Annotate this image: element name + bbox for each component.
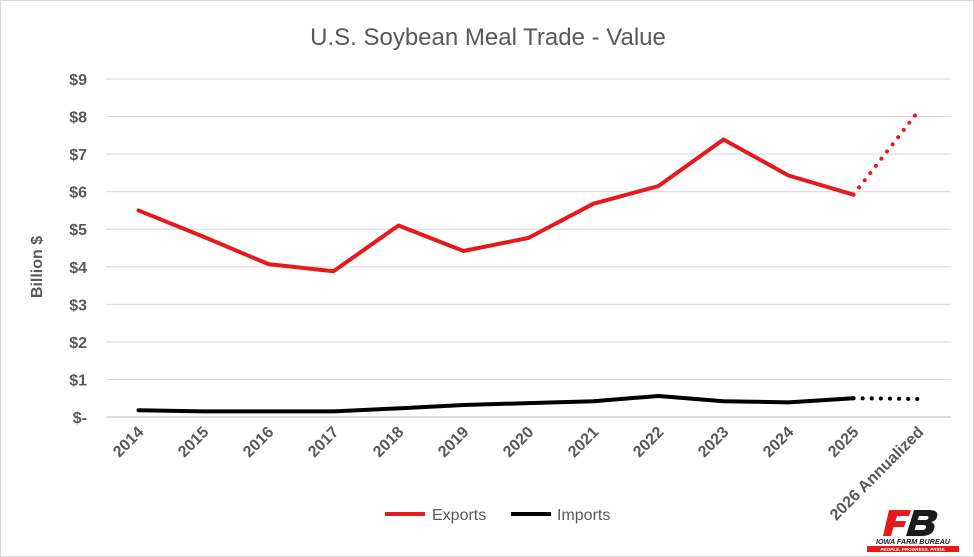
x-tick-label: 2023 (695, 424, 732, 461)
data-point-exports-2025 (852, 193, 856, 197)
data-point-imports-2016 (267, 409, 271, 413)
series-projection-exports (851, 108, 921, 197)
y-tick-label: $3 (69, 297, 87, 314)
legend: Exports Imports (385, 507, 610, 524)
x-tick-label: 2015 (175, 424, 212, 461)
series-line-imports (136, 393, 856, 414)
y-tick-label: $- (73, 410, 87, 427)
data-point-imports-2019 (462, 403, 466, 407)
series-projection-imports (851, 396, 921, 401)
data-point-exports-2022 (657, 184, 661, 188)
y-tick-label: $4 (69, 260, 87, 277)
legend-label-imports: Imports (557, 507, 610, 524)
x-tick-label: 2017 (305, 424, 342, 461)
data-point-imports-2020 (527, 401, 531, 405)
x-tick-label: 2014 (110, 424, 147, 461)
data-point-exports-2026-annualized (917, 109, 921, 113)
data-point-exports-2015 (202, 235, 206, 239)
logo-name: IOWA FARM BUREAU (876, 537, 951, 546)
y-tick-label: $2 (69, 335, 87, 352)
x-tick-label: 2016 (240, 424, 277, 461)
data-point-exports-2019 (462, 249, 466, 253)
data-point-imports-2021 (592, 399, 596, 403)
x-tick-label: 2019 (435, 424, 472, 461)
fb-logo-mark (883, 510, 938, 536)
data-point-imports-2015 (202, 409, 206, 413)
logo-tagline-bar (867, 546, 959, 552)
data-point-exports-2024 (787, 174, 791, 178)
iowa-farm-bureau-logo: IOWA FARM BUREAU PEOPLE. PROGRESS. PRIDE… (867, 510, 959, 552)
x-tick-label: 2020 (500, 424, 537, 461)
data-point-exports-2021 (592, 202, 596, 206)
data-point-imports-2023 (722, 399, 726, 403)
y-tick-label: $7 (69, 147, 87, 164)
data-point-exports-2017 (332, 269, 336, 273)
y-tick-label: $8 (69, 110, 87, 127)
logo-tagline: PEOPLE. PROGRESS. PRIDE. (880, 547, 945, 552)
x-tick-label: 2021 (565, 424, 602, 461)
data-point-exports-2014 (137, 208, 141, 212)
legend-label-exports: Exports (432, 507, 486, 524)
gridlines (106, 78, 951, 418)
data-point-imports-2022 (657, 394, 661, 398)
x-tick-labels: 2014 2015 2016 2017 2018 2019 2020 2021 2022 2023… (110, 424, 927, 524)
data-point-imports-2017 (332, 409, 336, 413)
y-tick-label: $6 (69, 185, 87, 202)
data-point-imports-2014 (137, 408, 141, 412)
data-point-exports-2018 (397, 223, 401, 227)
x-tick-label: 2018 (370, 424, 407, 461)
x-tick-label: 2022 (630, 424, 667, 461)
x-tick-label: 2025 (825, 424, 862, 461)
y-tick-label: $5 (69, 222, 87, 239)
data-point-exports-2023 (722, 137, 726, 141)
data-point-imports-2024 (787, 400, 791, 404)
y-axis-label: Billion $ (29, 236, 46, 298)
data-point-imports-2018 (397, 406, 401, 410)
data-point-imports-2026-annualized (917, 397, 921, 401)
y-tick-labels: $- $1 $2 $3 $4 $5 $6 $7 $8 $9 (69, 72, 87, 427)
x-tick-label: 2024 (760, 424, 797, 461)
data-point-exports-2020 (527, 236, 531, 240)
y-tick-label: $9 (69, 72, 87, 89)
chart-title: U.S. Soybean Meal Trade - Value (310, 24, 666, 51)
series-lines (136, 108, 921, 414)
y-tick-label: $1 (69, 372, 87, 389)
data-point-exports-2016 (267, 262, 271, 266)
series-line-exports (136, 137, 856, 274)
data-point-imports-2025 (852, 396, 856, 400)
